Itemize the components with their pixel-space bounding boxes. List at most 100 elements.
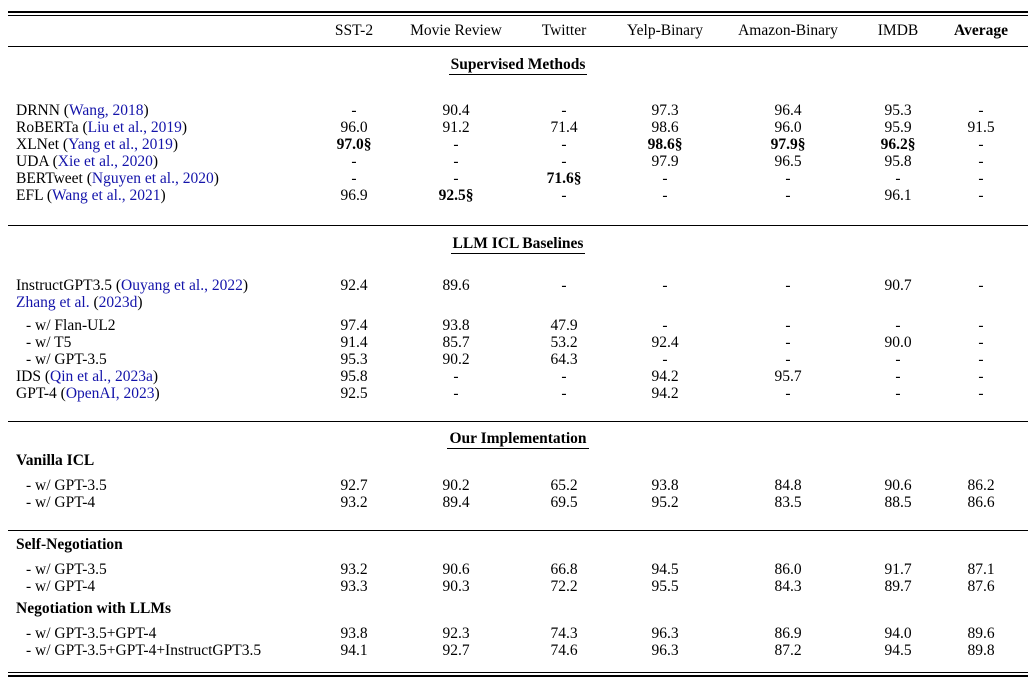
section-header-supervised-methods: Supervised Methods: [448, 55, 588, 76]
cell-average: -: [978, 153, 984, 171]
row-label: IDS (Qin et al., 2023a): [8, 369, 308, 386]
cell-yelp-binary: 98.6: [651, 119, 679, 137]
citation-link[interactable]: 2023d: [98, 295, 138, 312]
cell-twitter: -: [561, 368, 567, 386]
cell-sst-2: 97.0§: [336, 136, 372, 154]
label-text: InstructGPT3.5 (: [16, 278, 122, 295]
cell-yelp-binary: [616, 295, 714, 312]
cell-movie-review: 90.2: [442, 477, 470, 495]
cell-twitter: 53.2: [550, 334, 578, 352]
citation-link[interactable]: Liu et al., 2019: [87, 120, 182, 137]
spacer: [8, 618, 1028, 626]
cell-sst-2: 95.3: [340, 351, 368, 369]
cell-sst-2: 95.8: [340, 368, 368, 386]
citation-link[interactable]: Xie et al., 2020: [57, 154, 153, 171]
cell-twitter: -: [561, 385, 567, 403]
table-header: SST-2 Movie Review Twitter Yelp-Binary Amazo…: [8, 16, 1028, 47]
cell-movie-review: -: [453, 153, 459, 171]
spacer: [8, 258, 1028, 278]
cell-movie-review: [400, 295, 512, 312]
cell-yelp-binary: 96.3: [651, 642, 679, 660]
cell-amazon-binary: 86.0: [774, 561, 802, 579]
cell-twitter: -: [561, 102, 567, 120]
cell-twitter: [512, 295, 616, 312]
cell-yelp-binary: 95.2: [651, 494, 679, 512]
cell-yelp-binary: 95.5: [651, 578, 679, 596]
cell-imdb: -: [895, 170, 901, 188]
cell-twitter: 65.2: [550, 477, 578, 495]
row-label: - w/ GPT-4: [26, 495, 96, 512]
cell-yelp-binary: 97.9: [651, 153, 679, 171]
citation-link[interactable]: Wang, 2018: [68, 103, 144, 120]
cell-twitter: -: [561, 153, 567, 171]
cell-yelp-binary: 94.2: [651, 385, 679, 403]
column-header-yelp-binary: Yelp-Binary: [627, 21, 703, 39]
label-text: ): [152, 369, 159, 386]
column-header-sst-2: SST-2: [334, 21, 374, 39]
cell-yelp-binary: 97.3: [651, 102, 679, 120]
cell-average: 89.6: [967, 625, 995, 643]
cell-sst-2: 93.2: [340, 494, 368, 512]
cell-sst-2: 93.2: [340, 561, 368, 579]
cell-movie-review: 92.5§: [438, 187, 474, 205]
cell-imdb: 90.6: [884, 477, 912, 495]
cell-amazon-binary: 84.3: [774, 578, 802, 596]
table-row: - w/ T5 91.4 85.7 53.2 92.4 - 90.0 -: [8, 334, 1028, 352]
citation-link[interactable]: Yang et al., 2019: [68, 137, 173, 154]
cell-amazon-binary: 95.7: [774, 368, 802, 386]
cell-yelp-binary: 92.4: [651, 334, 679, 352]
cell-imdb: -: [895, 317, 901, 335]
cell-imdb: 94.0: [884, 625, 912, 643]
cell-movie-review: [400, 537, 512, 554]
cell-sst-2: -: [351, 170, 357, 188]
cell-yelp-binary: -: [662, 277, 668, 295]
cell-average: -: [978, 136, 984, 154]
row-label: Vanilla ICL: [16, 453, 95, 470]
cell-imdb: [862, 601, 934, 618]
label-text: ): [213, 171, 219, 188]
table-row: - w/ Flan-UL2 97.4 93.8 47.9 - - - -: [8, 317, 1028, 335]
label-text: IDS (: [16, 369, 51, 386]
cell-sst-2: 94.1: [340, 642, 368, 660]
label-text: XLNet (: [16, 137, 69, 154]
cell-yelp-binary: -: [662, 351, 668, 369]
cell-sst-2: 93.8: [340, 625, 368, 643]
label-text: UDA (: [16, 154, 58, 171]
cell-average: 86.2: [967, 477, 995, 495]
label-text: ): [154, 386, 160, 403]
cell-sst-2: -: [351, 153, 357, 171]
cell-movie-review: 90.3: [442, 578, 470, 596]
table-row: RoBERTa (Liu et al., 2019) 96.0 91.2 71.4 98…: [8, 119, 1028, 137]
cell-amazon-binary: 83.5: [774, 494, 802, 512]
cell-average: 87.6: [967, 578, 995, 596]
cell-twitter: 64.3: [550, 351, 578, 369]
citation-link[interactable]: Qin et al., 2023a: [50, 369, 153, 386]
cell-twitter: -: [561, 136, 567, 154]
section-header-llm-icl-baselines: LLM ICL Baselines: [450, 234, 586, 255]
citation-link[interactable]: Nguyen et al., 2020: [91, 171, 214, 188]
row-label: RoBERTa (Liu et al., 2019): [8, 120, 308, 137]
cell-imdb: 91.7: [884, 561, 912, 579]
cell-yelp-binary: [616, 601, 714, 618]
spacer: [8, 660, 1028, 672]
cell-average: -: [978, 368, 984, 386]
table-row: GPT-4 (OpenAI, 2023) 92.5 - - 94.2 - - -: [8, 385, 1028, 403]
cell-average: -: [978, 351, 984, 369]
table-row: IDS (Qin et al., 2023a) 95.8 - - 94.2 95.7 - -: [8, 368, 1028, 386]
citation-link[interactable]: OpenAI, 2023: [65, 386, 155, 403]
citation-link[interactable]: Ouyang et al., 2022: [121, 278, 243, 295]
cell-amazon-binary: [714, 601, 862, 618]
citation-link[interactable]: Wang et al., 2021: [52, 188, 161, 205]
spacer: [8, 205, 1028, 226]
cell-amazon-binary: 97.9§: [770, 136, 806, 154]
cell-yelp-binary: 93.8: [651, 477, 679, 495]
cell-movie-review: 92.3: [442, 625, 470, 643]
spacer: [8, 79, 1028, 103]
cell-twitter: 74.3: [550, 625, 578, 643]
cell-movie-review: 90.2: [442, 351, 470, 369]
citation-link[interactable]: Zhang et al.: [16, 295, 90, 312]
cell-movie-review: -: [453, 368, 459, 386]
cell-sst-2: 92.7: [340, 477, 368, 495]
cell-twitter: 69.5: [550, 494, 578, 512]
